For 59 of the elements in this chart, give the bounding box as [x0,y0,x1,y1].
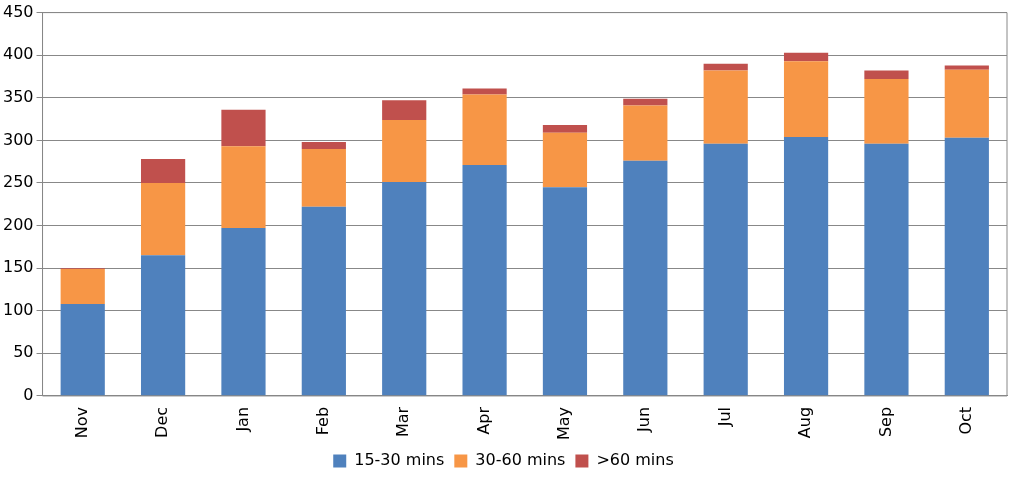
x-tick-label: Jul [714,406,734,428]
bar [623,105,668,161]
x-tick-label: Mar [393,406,413,438]
x-tick-label: Oct [955,406,975,435]
y-tick-label: 100 [2,299,34,319]
legend-label: >60 mins [596,450,674,470]
bar [221,109,266,147]
bar [382,100,427,120]
x-tick-label: May [554,406,574,440]
x-tick-label: Dec [152,406,172,438]
bar [140,182,186,256]
bar [60,303,105,396]
y-tick-label: 50 [13,342,34,362]
bar [140,159,186,183]
y-tick-label: 400 [2,44,34,64]
bar [382,182,427,396]
bar [221,228,266,396]
x-tick-label: Jun [634,406,654,433]
y-tick-label: 350 [2,86,34,106]
legend-label: 15-30 mins [354,450,445,470]
legend-label: 30-60 mins [475,450,566,470]
bar [60,269,105,304]
bar [944,69,989,138]
bar [783,61,829,137]
bar [623,160,668,396]
bar [542,125,588,133]
x-tick-label: Aug [795,406,815,439]
bar [542,132,588,188]
bar [703,63,748,71]
bar [140,255,186,396]
x-tick-label: Jan [232,406,252,433]
bar [783,52,829,62]
bar [944,137,989,396]
y-tick-label: 250 [2,172,34,192]
bar [864,70,909,80]
bar [542,187,588,396]
bar [301,148,346,207]
bar [221,146,266,229]
y-tick-label: 300 [2,129,34,149]
y-tick-label: 0 [23,385,34,405]
x-tick-label: Feb [313,406,332,436]
bar [301,142,346,149]
bar [703,70,748,144]
bar [462,94,507,166]
bar [864,79,909,144]
x-tick-label: Sep [875,406,895,438]
y-tick-label: 200 [2,214,34,234]
bar [382,119,427,183]
x-tick-label: Apr [473,406,493,435]
y-tick-label: 150 [2,257,34,277]
bar [864,143,909,396]
x-tick-label: Nov [71,406,91,439]
bar [462,88,507,95]
bar [944,65,989,70]
bar [462,165,507,396]
y-tick-label: 450 [2,1,34,21]
bar [703,143,748,396]
bar [301,206,346,396]
bar [783,136,829,396]
